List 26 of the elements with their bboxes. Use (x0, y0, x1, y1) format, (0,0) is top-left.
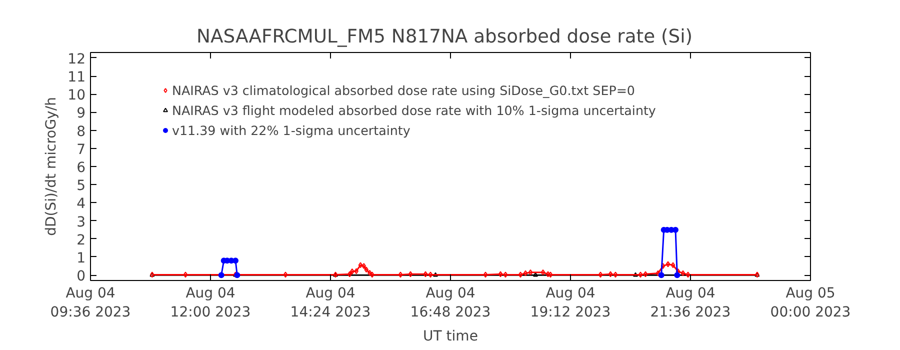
legend-label: v11.39 with 22% 1-sigma uncertainty (172, 122, 410, 138)
x-tick-label: Aug 04 16:48 2023 (410, 286, 491, 321)
y-tick-label: 9 (76, 106, 86, 122)
x-tick-label: Aug 05 00:00 2023 (770, 286, 851, 321)
legend-label: NAIRAS v3 flight modeled absorbed dose rate with 10% 1-sigma uncertainty (172, 102, 656, 118)
y-tick-label: 4 (76, 196, 86, 212)
y-tick-label: 3 (76, 214, 86, 230)
y-tick-label: 10 (68, 88, 86, 104)
legend-label: NAIRAS v3 climatological absorbed dose rate using SiDose_G0.txt SEP=0 (172, 82, 635, 98)
x-axis-title: UT time (423, 328, 478, 345)
x-tick-label: Aug 04 19:12 2023 (530, 286, 611, 321)
y-tick-label: 5 (76, 178, 86, 194)
y-tick-label: 1 (76, 250, 86, 266)
y-tick-label: 6 (76, 160, 86, 176)
x-tick-label: Aug 04 14:24 2023 (290, 286, 371, 321)
x-tick-label: Aug 04 12:00 2023 (170, 286, 251, 321)
y-tick-label: 12 (68, 51, 86, 68)
y-tick-label: 2 (76, 232, 86, 248)
y-axis-title: dD(Si)/dt microGy/h (44, 97, 60, 236)
x-tick-label: Aug 04 09:36 2023 (50, 286, 131, 321)
y-tick-label: 8 (76, 124, 86, 140)
chart-title: NASAAFRCMUL_FM5 N817NA absorbed dose rate (Si) (196, 26, 693, 48)
y-tick-label: 7 (76, 142, 86, 158)
y-tick-label: 11 (68, 70, 86, 86)
x-tick-label: Aug 04 21:36 2023 (650, 286, 731, 321)
y-tick-label: 0 (76, 268, 86, 285)
